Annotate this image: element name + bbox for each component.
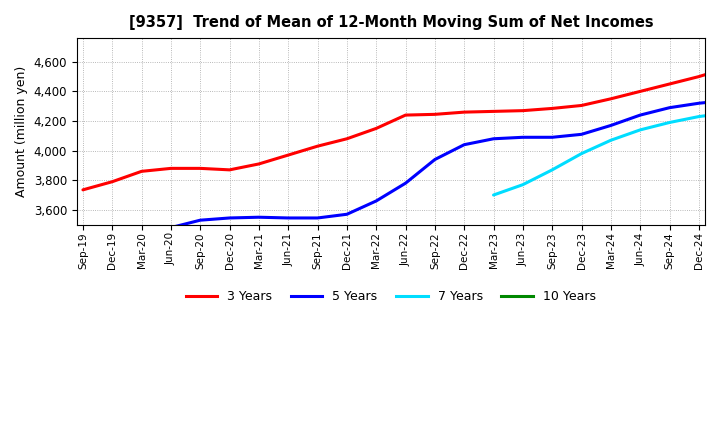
Legend: 3 Years, 5 Years, 7 Years, 10 Years: 3 Years, 5 Years, 7 Years, 10 Years	[181, 285, 600, 308]
Title: [9357]  Trend of Mean of 12-Month Moving Sum of Net Incomes: [9357] Trend of Mean of 12-Month Moving …	[129, 15, 653, 30]
Y-axis label: Amount (million yen): Amount (million yen)	[15, 66, 28, 197]
